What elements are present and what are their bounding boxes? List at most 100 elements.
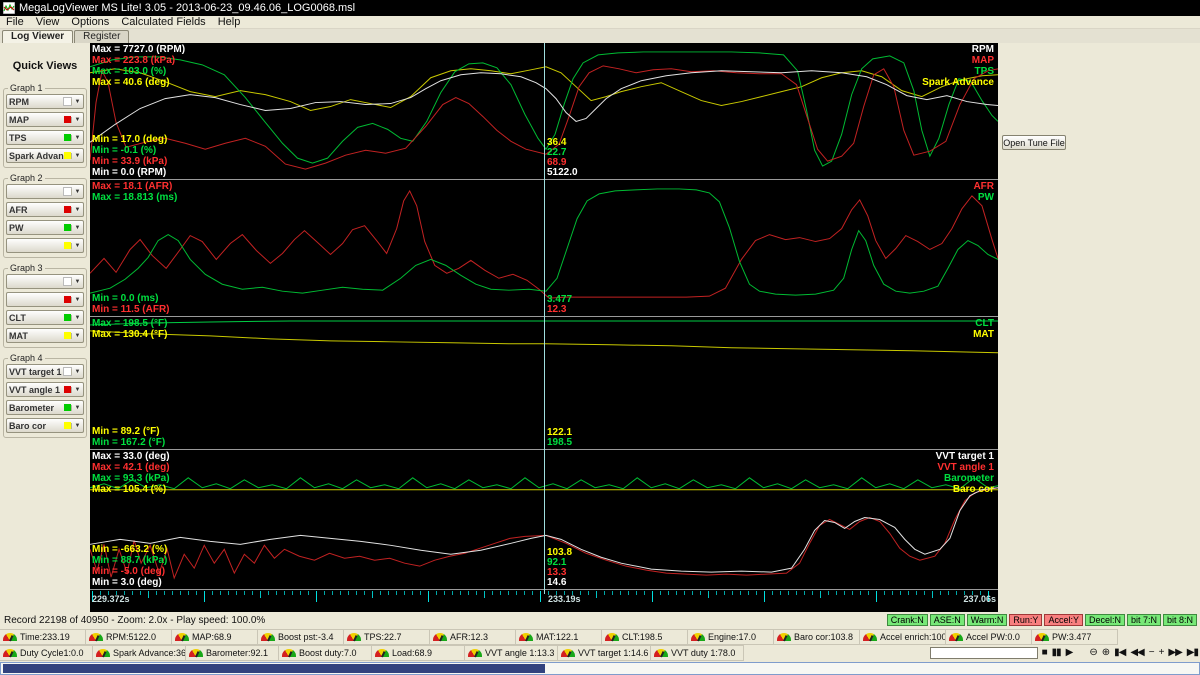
sidebar-item-blank[interactable]: ▼ <box>6 274 84 289</box>
timeline-tick <box>108 591 109 595</box>
status-flag-crank-n: Crank:N <box>886 614 928 626</box>
sidebar-item-map[interactable]: MAP ▼ <box>6 112 84 127</box>
playback-cursor[interactable] <box>544 43 545 594</box>
transport-skip-end-button[interactable]: ▶▮ <box>1186 647 1199 658</box>
chevron-down-icon[interactable]: ▼ <box>71 98 83 105</box>
sidebar-item-vvt-angle-1[interactable]: VVT angle 1 ▼ <box>6 382 84 397</box>
chevron-down-icon[interactable]: ▼ <box>71 278 83 285</box>
chevron-down-icon[interactable]: ▼ <box>71 296 83 303</box>
transport-play-button[interactable]: ▶ <box>1065 647 1074 658</box>
transport-fast-forward-button[interactable]: ▶▶ <box>1168 647 1182 658</box>
timeline-tick <box>412 591 413 595</box>
transport-step-forward-button[interactable]: + <box>1158 647 1165 658</box>
chevron-down-icon[interactable]: ▼ <box>71 404 83 411</box>
timeline-tick <box>652 591 653 602</box>
timeline-end-label: 237.06s <box>963 594 996 604</box>
sidebar-item-vvt-target-1[interactable]: VVT target 1 ▼ <box>6 364 84 379</box>
sidebar-item-tps[interactable]: TPS ▼ <box>6 130 84 145</box>
tab-register[interactable]: Register <box>74 30 130 43</box>
cursor-value: 13.3 <box>547 567 567 578</box>
play-position-input[interactable] <box>929 647 1038 659</box>
scrollbar-thumb[interactable] <box>3 664 545 673</box>
transport-stop-button[interactable]: ■ <box>1041 647 1048 658</box>
max-labels-entry: Max = 18.1 (AFR) <box>92 181 173 192</box>
series-color-chip <box>63 97 72 106</box>
open-tune-file-button[interactable]: Open Tune File <box>1002 135 1066 150</box>
sidebar-item-label: CLT <box>9 312 26 323</box>
timeline-start-label: 229.372s <box>92 594 130 604</box>
gauge-icon <box>96 649 110 657</box>
status-flag-accel-y: Accel:Y <box>1044 614 1083 626</box>
timeline-tick <box>148 591 149 598</box>
cursor-value: 36.4 <box>547 137 567 148</box>
sidebar-item-blank[interactable]: ▼ <box>6 184 84 199</box>
graph-traces <box>90 320 998 354</box>
chevron-down-icon[interactable]: ▼ <box>71 386 83 393</box>
sidebar-item-mat[interactable]: MAT ▼ <box>6 328 84 343</box>
sidebar-item-label: MAT <box>9 330 28 341</box>
panel-legend: VVT target 1 VVT angle 1 Barometer Baro cor <box>936 451 994 495</box>
chevron-down-icon[interactable]: ▼ <box>71 368 83 375</box>
chevron-down-icon[interactable]: ▼ <box>71 134 83 141</box>
transport-zoom-in-button[interactable]: ⊕ <box>1101 647 1110 658</box>
transport-step-back-button[interactable]: − <box>1148 647 1155 658</box>
chevron-down-icon[interactable]: ▼ <box>71 422 83 429</box>
sidebar-item-blank[interactable]: ▼ <box>6 238 84 253</box>
chevron-down-icon[interactable]: ▼ <box>71 242 83 249</box>
cursor-value: 122.1 <box>547 427 573 438</box>
chevron-down-icon[interactable]: ▼ <box>71 188 83 195</box>
menu-item-calculated-fields[interactable]: Calculated Fields <box>121 16 206 28</box>
min-labels-entry: Min = 167.2 (°F) <box>92 437 166 448</box>
timeline-tick <box>508 591 509 595</box>
timeline-tick <box>220 591 221 595</box>
sidebar-item-label: PW <box>9 222 24 233</box>
timeline-tick <box>620 591 621 595</box>
sidebar-item-barometer[interactable]: Barometer ▼ <box>6 400 84 415</box>
chevron-down-icon[interactable]: ▼ <box>71 224 83 231</box>
sidebar-item-blank[interactable]: ▼ <box>6 292 84 307</box>
sidebar-item-rpm[interactable]: RPM ▼ <box>6 94 84 109</box>
gauge-mat: MAT:122.1 <box>516 629 602 645</box>
sidebar-item-baro-cor[interactable]: Baro cor ▼ <box>6 418 84 433</box>
menu-item-help[interactable]: Help <box>217 16 241 28</box>
max-labels-entry: Max = 18.813 (ms) <box>92 192 178 203</box>
panel-legend: CLT MAT <box>973 318 994 340</box>
timeline-tick <box>308 591 309 595</box>
transport-skip-start-button[interactable]: ▮◀ <box>1114 647 1126 658</box>
chart-area[interactable]: Max = 7727.0 (RPM) Max = 223.8 (kPa) Max =… <box>90 43 998 612</box>
menu-item-file[interactable]: File <box>6 16 24 28</box>
timeline[interactable]: 229.372s 233.19s 237.06s <box>90 590 998 607</box>
timeline-tick <box>964 591 965 595</box>
sidebar-item-pw[interactable]: PW ▼ <box>6 220 84 235</box>
status-bar: Record 22198 of 40950 - Zoom: 2.0x - Pla… <box>0 612 1200 629</box>
sidebar-item-clt[interactable]: CLT ▼ <box>6 310 84 325</box>
title-bar: MegaLogViewer MS Lite! 3.05 - 2013-06-23… <box>0 0 1200 16</box>
timeline-tick <box>340 591 341 595</box>
gauge-value: VVT duty 1:78.0 <box>671 648 736 658</box>
gauge-time: Time:233.19 <box>0 629 86 645</box>
window-title: MegaLogViewer MS Lite! 3.05 - 2013-06-23… <box>19 2 356 14</box>
chevron-down-icon[interactable]: ▼ <box>71 152 83 159</box>
sidebar-item-afr[interactable]: AFR ▼ <box>6 202 84 217</box>
chevron-down-icon[interactable]: ▼ <box>71 206 83 213</box>
menu-item-view[interactable]: View <box>35 16 60 28</box>
timeline-tick <box>156 591 157 595</box>
transport-pause-button[interactable]: ▮▮ <box>1051 647 1062 658</box>
tab-log-viewer[interactable]: Log Viewer <box>2 30 74 43</box>
chevron-down-icon[interactable]: ▼ <box>71 116 83 123</box>
timeline-tick <box>316 591 317 602</box>
sidebar-item-spark-advance[interactable]: Spark Advance ▼ <box>6 148 84 163</box>
timeline-tick <box>764 591 765 602</box>
series-color-chip <box>64 134 71 141</box>
timeline-tick <box>116 591 117 595</box>
status-flag-ase-n: ASE:N <box>929 614 965 626</box>
min-labels-entry: Min = 17.0 (deg) <box>92 134 168 145</box>
menu-item-options[interactable]: Options <box>71 16 110 28</box>
min-labels-entry: Min = 0.0 (RPM) <box>92 167 167 178</box>
transport-zoom-out-button[interactable]: ⊖ <box>1089 647 1097 658</box>
transport-rewind-button[interactable]: ◀◀ <box>1130 647 1144 658</box>
horizontal-scrollbar[interactable] <box>0 662 1200 675</box>
chevron-down-icon[interactable]: ▼ <box>71 314 83 321</box>
chevron-down-icon[interactable]: ▼ <box>71 332 83 339</box>
